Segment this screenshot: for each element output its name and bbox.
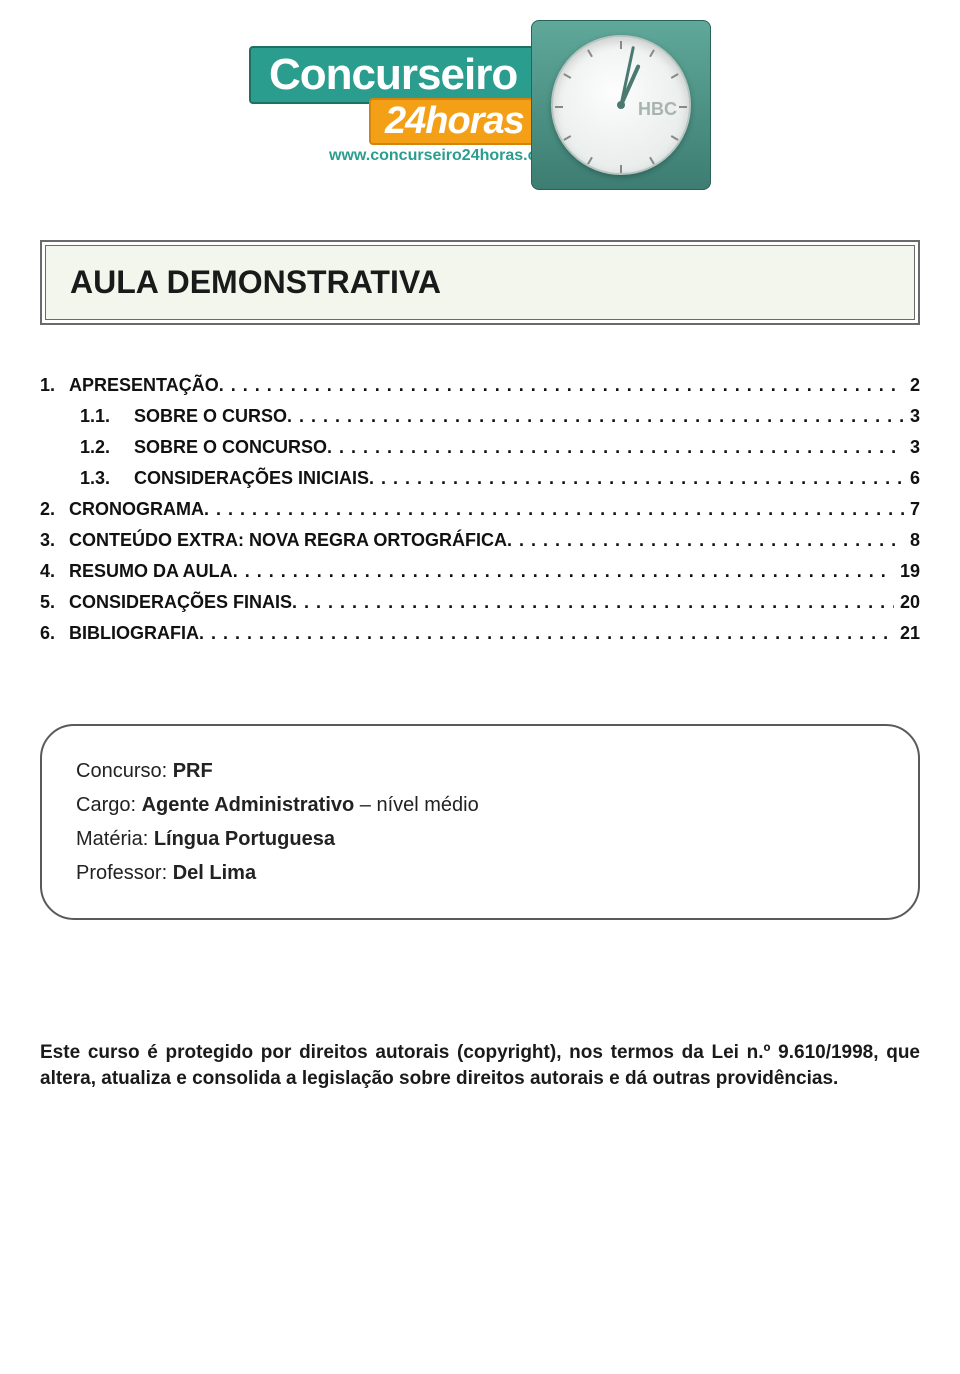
toc-label: BIBLIOGRAFIA: [69, 623, 199, 644]
toc-label: SOBRE O CONCURSO: [134, 437, 327, 458]
toc-row: 1.2. SOBRE O CONCURSO 3: [40, 437, 920, 458]
toc-leader-dots: [219, 375, 904, 396]
header-logo: Concurseiro 24horas www.concurseiro24hor…: [40, 0, 920, 200]
course-info-card: Concurso: PRF Cargo: Agente Administrati…: [40, 724, 920, 920]
toc-number: 4.: [40, 561, 55, 582]
toc-leader-dots: [292, 592, 894, 613]
toc-page: 7: [910, 499, 920, 520]
toc-number: 2.: [40, 499, 55, 520]
toc-number: 6.: [40, 623, 55, 644]
info-professor: Professor: Del Lima: [76, 856, 884, 890]
toc-leader-dots: [199, 623, 894, 644]
toc-row: 5. CONSIDERAÇÕES FINAIS 20: [40, 592, 920, 613]
toc-row: 4. RESUMO DA AULA 19: [40, 561, 920, 582]
toc-page: 19: [900, 561, 920, 582]
logo-wrap: Concurseiro 24horas www.concurseiro24hor…: [249, 20, 711, 190]
toc-label: RESUMO DA AULA: [69, 561, 233, 582]
info-label: Concurso:: [76, 760, 173, 782]
toc-number: 1.3.: [80, 468, 120, 489]
toc-page: 20: [900, 592, 920, 613]
toc-page: 2: [910, 375, 920, 396]
info-label: Professor:: [76, 862, 173, 884]
toc-leader-dots: [204, 499, 904, 520]
toc-label: CONSIDERAÇÕES FINAIS: [69, 592, 292, 613]
toc-label: SOBRE O CURSO: [134, 406, 287, 427]
clock-hbc-label: HBC: [638, 99, 677, 120]
toc-page: 8: [910, 530, 920, 551]
toc-row: 1. APRESENTAÇÃO 2: [40, 375, 920, 396]
clock-icon: HBC: [531, 20, 711, 190]
toc-leader-dots: [327, 437, 904, 458]
title-box: AULA DEMONSTRATIVA: [40, 240, 920, 325]
info-value: Del Lima: [173, 862, 256, 884]
info-label: Cargo:: [76, 794, 142, 816]
toc-leader-dots: [233, 561, 894, 582]
toc-page: 3: [910, 437, 920, 458]
logo-line1: Concurseiro: [249, 46, 537, 104]
toc-number: 3.: [40, 530, 55, 551]
toc-leader-dots: [287, 406, 904, 427]
toc-row: 2. CRONOGRAMA 7: [40, 499, 920, 520]
info-value-rest: – nível médio: [354, 794, 479, 816]
toc-page: 21: [900, 623, 920, 644]
toc-label: CRONOGRAMA: [69, 499, 204, 520]
info-label: Matéria:: [76, 828, 154, 850]
toc-label: CONSIDERAÇÕES INICIAIS: [134, 468, 369, 489]
toc-label: APRESENTAÇÃO: [69, 375, 219, 396]
toc-number: 1.: [40, 375, 55, 396]
logo-line2: 24horas: [369, 98, 540, 145]
page-title: AULA DEMONSTRATIVA: [45, 245, 915, 320]
toc-row: 1.1. SOBRE O CURSO 3: [40, 406, 920, 427]
toc-leader-dots: [369, 468, 904, 489]
table-of-contents: 1. APRESENTAÇÃO 2 1.1. SOBRE O CURSO 3 1.2. SOB…: [40, 375, 920, 644]
toc-page: 6: [910, 468, 920, 489]
info-cargo: Cargo: Agente Administrativo – nível méd…: [76, 788, 884, 822]
document-page: Concurseiro 24horas www.concurseiro24hor…: [0, 0, 960, 1131]
toc-row: 6. BIBLIOGRAFIA 21: [40, 623, 920, 644]
clock-face: HBC: [551, 35, 691, 175]
info-concurso: Concurso: PRF: [76, 754, 884, 788]
info-materia: Matéria: Língua Portuguesa: [76, 822, 884, 856]
toc-number: 1.2.: [80, 437, 120, 458]
info-value: PRF: [173, 760, 213, 782]
toc-label: CONTEÚDO EXTRA: NOVA REGRA ORTOGRÁFICA: [69, 530, 507, 551]
toc-leader-dots: [507, 530, 904, 551]
toc-page: 3: [910, 406, 920, 427]
toc-row: 1.3. CONSIDERAÇÕES INICIAIS 6: [40, 468, 920, 489]
toc-number: 5.: [40, 592, 55, 613]
info-value-bold: Agente Administrativo: [142, 794, 355, 816]
info-value: Língua Portuguesa: [154, 828, 335, 850]
toc-number: 1.1.: [80, 406, 120, 427]
toc-row: 3. CONTEÚDO EXTRA: NOVA REGRA ORTOGRÁFICA…: [40, 530, 920, 551]
copyright-note: Este curso é protegido por direitos auto…: [40, 1040, 920, 1091]
